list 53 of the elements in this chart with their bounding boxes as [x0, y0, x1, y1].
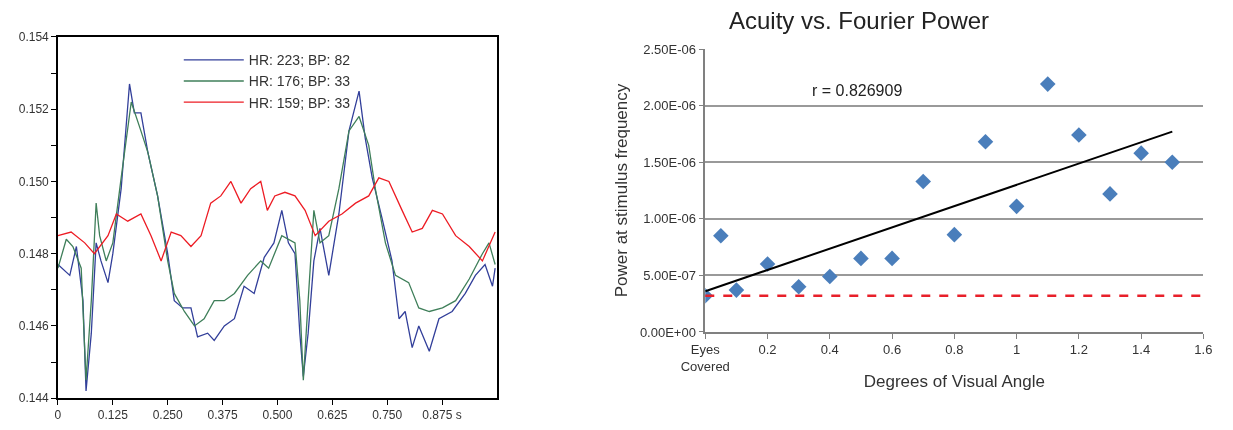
point — [946, 226, 963, 243]
point — [1102, 186, 1118, 202]
x-tick-label: 0.8 — [945, 342, 964, 358]
x-tick-label: 0.250 — [152, 408, 184, 423]
x-tick-label: 0.500 — [262, 408, 293, 423]
y-tick-label: 0.144 — [18, 391, 50, 406]
x-tick-label: 0.6 — [883, 342, 902, 358]
y-tick-label: 0.00E+00 — [639, 324, 696, 340]
x-axis-title: Degrees of Visual Angle — [863, 372, 1045, 392]
y-tick-label: 0.152 — [18, 102, 50, 117]
x-tick-label: 0 — [54, 408, 62, 423]
x-tick-label: 0.750 — [372, 408, 403, 423]
point — [1008, 198, 1025, 215]
chart-title: Acuity vs. Fourier Power — [729, 7, 990, 34]
x-tick-label: 0.4 — [820, 342, 839, 358]
point — [884, 250, 900, 267]
point — [759, 256, 776, 272]
y-tick-label: 2.50E-06 — [643, 41, 696, 57]
x-tick-label: 0.625 — [317, 408, 348, 423]
point — [977, 134, 994, 150]
point — [1164, 154, 1181, 170]
x-tick-label: 1 — [1012, 342, 1021, 358]
annotation: r = 0.826909 — [812, 82, 903, 99]
point — [713, 227, 729, 244]
x-tick-label: 0.375 — [207, 408, 238, 423]
y-tick-label: 5.00E-07 — [643, 267, 696, 283]
x-tick-label: 0.125 — [97, 408, 129, 423]
x-tick-label: Eyes Covered — [680, 342, 730, 375]
point — [1039, 76, 1056, 92]
point — [1133, 145, 1149, 161]
point — [790, 278, 807, 295]
x-tick-label: 1.6 — [1194, 342, 1213, 358]
y-tick-label: 1.50E-06 — [643, 154, 696, 170]
y-tick-label: 1.00E-06 — [643, 211, 696, 227]
y-tick-label: 0.150 — [18, 174, 50, 189]
x-tick-label: 0.875 s — [422, 408, 462, 423]
legend-label: HR: 176; BP: 33 — [248, 73, 351, 90]
x-tick-label: 1.4 — [1132, 342, 1151, 358]
point — [853, 250, 869, 267]
point — [822, 268, 838, 285]
y-tick-label: 2.00E-06 — [643, 98, 696, 114]
line-series — [57, 177, 496, 262]
point — [1071, 127, 1087, 143]
x-tick-label: 0.2 — [758, 342, 777, 358]
y-axis-title: Power at stimulus frequency — [611, 83, 631, 298]
point — [728, 282, 745, 298]
legend-label: HR: 223; BP: 82 — [248, 52, 351, 69]
point — [915, 173, 932, 190]
y-tick-label: 0.154 — [18, 30, 50, 45]
x-tick-label: 1.2 — [1069, 342, 1088, 358]
legend-label: HR: 159; BP: 33 — [248, 94, 351, 111]
y-tick-label: 0.146 — [18, 319, 50, 334]
y-tick-label: 0.148 — [18, 246, 50, 261]
